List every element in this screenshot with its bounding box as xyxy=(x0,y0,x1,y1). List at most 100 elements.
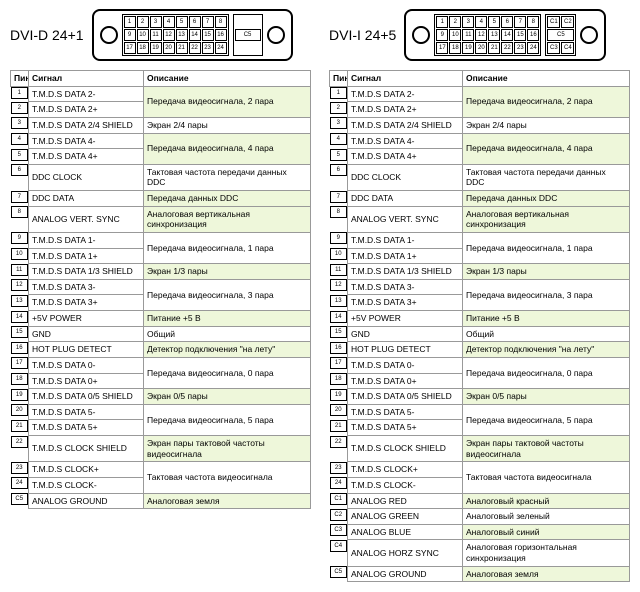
dvid-signal-cell: T.M.D.S DATA 1/3 SHIELD xyxy=(29,264,144,280)
dvid-desc-cell: Передача видеосигнала, 5 пара xyxy=(144,404,311,435)
dvii-pin-cell: 16 xyxy=(330,342,348,354)
dvii-signal-cell: T.M.D.S DATA 2+ xyxy=(348,102,463,118)
dvid-signal-cell: T.M.D.S DATA 0/5 SHIELD xyxy=(29,389,144,405)
dvii-desc-cell: Передача видеосигнала, 5 пара xyxy=(463,404,630,435)
dvii-signal-cell: ANALOG GREEN xyxy=(348,509,463,525)
dvii-c5-pin: C5 xyxy=(547,29,574,41)
dvii-pin-cell: 20 xyxy=(330,404,348,416)
dvid-desc-cell: Общий xyxy=(144,326,311,342)
pin-12: 12 xyxy=(475,29,487,41)
pin-13: 13 xyxy=(488,29,500,41)
dvid-signal-cell: DDC CLOCK xyxy=(29,164,144,190)
dvii-desc-cell: Тактовая частота видеосигнала xyxy=(463,462,630,493)
pin-23: 23 xyxy=(514,42,526,54)
dvii-pin-cell: 7 xyxy=(330,191,348,203)
pin-8: 8 xyxy=(215,16,227,28)
dvii-pin-cell: 12 xyxy=(330,279,348,291)
dvii-signal-cell: T.M.D.S DATA 1- xyxy=(348,232,463,248)
dvii-pin-cell: C5 xyxy=(330,566,348,578)
table-row: 11T.M.D.S DATA 1/3 SHIELDЭкран 1/3 пары xyxy=(11,264,311,280)
pin-6: 6 xyxy=(189,16,201,28)
table-row: 22T.M.D.S CLOCK SHIELDЭкран пары тактово… xyxy=(11,436,311,462)
dvid-pin-cell: 10 xyxy=(11,248,29,260)
dvii-signal-cell: T.M.D.S DATA 2- xyxy=(348,86,463,102)
dvid-desc-cell: Передача видеосигнала, 1 пара xyxy=(144,232,311,263)
dvid-pin-cell: 1 xyxy=(11,87,29,99)
dvii-signal-cell: ANALOG GROUND xyxy=(348,566,463,582)
table-row: 3T.M.D.S DATA 2/4 SHIELDЭкран 2/4 пары xyxy=(330,117,630,133)
dvii-pin-cell: 5 xyxy=(330,149,348,161)
pin-8: 8 xyxy=(527,16,539,28)
dvid-signal-cell: T.M.D.S DATA 2- xyxy=(29,86,144,102)
pin-11: 11 xyxy=(462,29,474,41)
dvii-signal-cell: ANALOG VERT. SYNC xyxy=(348,206,463,232)
dvii-c1-pin: C1 xyxy=(547,16,560,28)
dvid-pin-cell: 6 xyxy=(11,164,29,176)
col-desc: Описание xyxy=(144,71,311,87)
dvid-pin-grid: 123456789101112131415161718192021222324 xyxy=(122,14,229,56)
table-row: 4T.M.D.S DATA 4-Передача видеосигнала, 4… xyxy=(11,133,311,149)
dvii-signal-cell: ANALOG RED xyxy=(348,493,463,509)
dvii-pin-cell: 10 xyxy=(330,248,348,260)
table-row: 14+5V POWERПитание +5 В xyxy=(330,311,630,327)
dvii-desc-cell: Аналоговый синий xyxy=(463,524,630,540)
dvid-signal-cell: T.M.D.S DATA 2+ xyxy=(29,102,144,118)
dvii-desc-cell: Передача видеосигнала, 4 пара xyxy=(463,133,630,164)
dvid-title: DVI-D 24+1 xyxy=(10,27,84,43)
dvid-pin-cell: 15 xyxy=(11,326,29,338)
dvid-pin-cell: 19 xyxy=(11,389,29,401)
dvii-desc-cell: Экран 1/3 пары xyxy=(463,264,630,280)
table-row: C1ANALOG REDАналоговый красный xyxy=(330,493,630,509)
dvid-desc-cell: Тактовая частота передачи данных DDC xyxy=(144,164,311,190)
dvii-signal-cell: +5V POWER xyxy=(348,311,463,327)
pin-14: 14 xyxy=(189,29,201,41)
pin-1: 1 xyxy=(436,16,448,28)
dvii-desc-cell: Экран 0/5 пары xyxy=(463,389,630,405)
pin-10: 10 xyxy=(449,29,461,41)
table-row: 1T.M.D.S DATA 2-Передача видеосигнала, 2… xyxy=(11,86,311,102)
dvii-pin-cell: 15 xyxy=(330,326,348,338)
dvii-pin-cell: 13 xyxy=(330,295,348,307)
dvid-signal-cell: ANALOG GROUND xyxy=(29,493,144,509)
pin-6: 6 xyxy=(501,16,513,28)
dvii-pin-cell: 4 xyxy=(330,133,348,145)
table-row: 16HOT PLUG DETECTДетектор подключения "н… xyxy=(330,342,630,358)
dvii-connector-icon: 123456789101112131415161718192021222324 … xyxy=(404,9,606,61)
dvii-pin-cell: C4 xyxy=(330,540,348,552)
dvid-desc-cell: Передача видеосигнала, 0 пара xyxy=(144,357,311,388)
dvid-pin-cell: 22 xyxy=(11,436,29,448)
dvid-desc-cell: Экран пары тактовой частоты видеосигнала xyxy=(144,436,311,462)
pin-22: 22 xyxy=(501,42,513,54)
screw-icon xyxy=(580,26,598,44)
table-row: 8ANALOG VERT. SYNCАналоговая вертикальна… xyxy=(11,206,311,232)
table-row: C2ANALOG GREENАналоговый зеленый xyxy=(330,509,630,525)
table-row: 19T.M.D.S DATA 0/5 SHIELDЭкран 0/5 пары xyxy=(330,389,630,405)
table-row: 23T.M.D.S CLOCK+Тактовая частота видеоси… xyxy=(11,462,311,478)
dvid-desc-cell: Экран 2/4 пары xyxy=(144,117,311,133)
dvii-signal-cell: T.M.D.S DATA 4- xyxy=(348,133,463,149)
table-row: 9T.M.D.S DATA 1-Передача видеосигнала, 1… xyxy=(11,232,311,248)
pin-4: 4 xyxy=(475,16,487,28)
table-row: 6DDC CLOCKТактовая частота передачи данн… xyxy=(11,164,311,190)
dvii-header: DVI-I 24+5 12345678910111213141516171819… xyxy=(329,10,630,60)
dvid-pin-cell: 16 xyxy=(11,342,29,354)
col-signal: Сигнал xyxy=(348,71,463,87)
dvii-c2-pin: C2 xyxy=(561,16,574,28)
dvii-signal-cell: T.M.D.S CLOCK+ xyxy=(348,462,463,478)
dvii-column: DVI-I 24+5 12345678910111213141516171819… xyxy=(329,10,630,582)
col-pin: Пин xyxy=(11,71,29,87)
dvid-signal-cell: T.M.D.S DATA 3- xyxy=(29,279,144,295)
dvid-pin-cell: 20 xyxy=(11,404,29,416)
dvid-connector-icon: 123456789101112131415161718192021222324 … xyxy=(92,9,293,61)
dvii-pinout-table: Пин Сигнал Описание 1T.M.D.S DATA 2-Пере… xyxy=(329,70,630,582)
dvid-desc-cell: Передача видеосигнала, 4 пара xyxy=(144,133,311,164)
dvii-title: DVI-I 24+5 xyxy=(329,27,396,43)
table-row: C4ANALOG HORZ SYNCАналоговая горизонталь… xyxy=(330,540,630,566)
dvid-pin-cell: 12 xyxy=(11,279,29,291)
dvii-signal-cell: T.M.D.S DATA 3+ xyxy=(348,295,463,311)
table-row: 6DDC CLOCKТактовая частота передачи данн… xyxy=(330,164,630,190)
pin-23: 23 xyxy=(202,42,214,54)
dvii-signal-cell: ANALOG BLUE xyxy=(348,524,463,540)
pin-5: 5 xyxy=(488,16,500,28)
screw-icon xyxy=(412,26,430,44)
